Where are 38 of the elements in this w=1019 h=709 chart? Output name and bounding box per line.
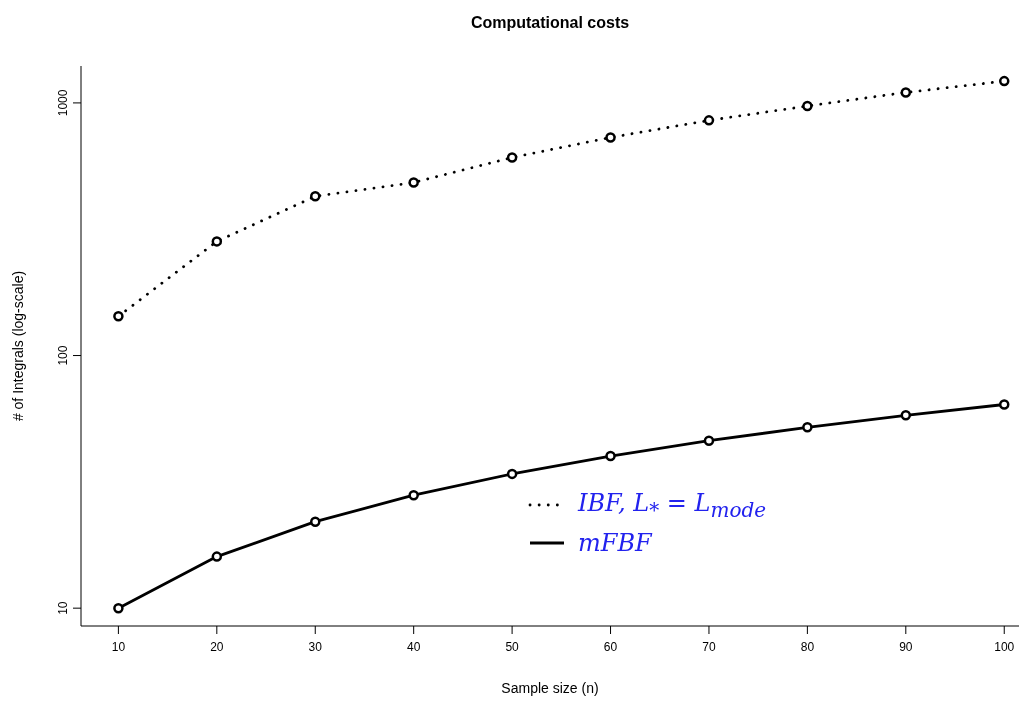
legend-label: IBF, L$_{*}$ = L$_{mode}$ <box>578 488 767 522</box>
point <box>605 132 616 143</box>
x-tick-label: 100 <box>994 639 1015 654</box>
point <box>408 489 419 501</box>
x-tick-label: 40 <box>407 639 421 654</box>
x-tick-label: 20 <box>210 639 224 654</box>
point <box>310 516 321 527</box>
point <box>998 399 1010 410</box>
point <box>802 422 813 433</box>
point <box>802 100 813 112</box>
chart-title: Computational costs <box>469 14 631 32</box>
x-tick-label: 50 <box>505 639 520 654</box>
point <box>506 468 518 480</box>
y-tick-label: 10 <box>56 601 70 615</box>
point <box>408 177 419 188</box>
point <box>113 311 124 322</box>
x-tick-label: 30 <box>308 639 323 654</box>
point <box>703 435 715 446</box>
point <box>506 152 518 163</box>
point <box>211 551 223 562</box>
point <box>310 191 321 202</box>
point <box>605 450 616 462</box>
point <box>998 75 1010 87</box>
point <box>900 87 912 98</box>
y-tick-label: 1000 <box>56 89 70 117</box>
point <box>703 115 715 126</box>
y-tick-label: 100 <box>56 345 70 366</box>
legend-label: mFBF <box>578 529 652 557</box>
x-tick-label: 80 <box>800 639 815 654</box>
point <box>113 602 124 614</box>
point <box>211 236 223 247</box>
x-tick-label: 60 <box>603 639 618 654</box>
point <box>900 410 912 421</box>
x-tick-label: 70 <box>702 639 716 654</box>
x-axis-title: Sample size (n) <box>500 680 600 696</box>
y-axis-title: # of Integrals (log-scale) <box>10 270 26 422</box>
x-tick-label: 90 <box>899 639 913 654</box>
x-tick-label: 10 <box>111 639 126 654</box>
